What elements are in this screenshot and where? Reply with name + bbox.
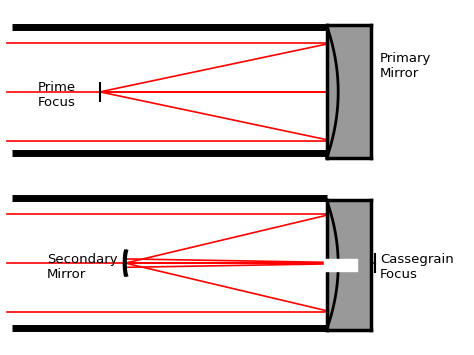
Text: Secondary
Mirror: Secondary Mirror [47, 253, 118, 280]
Text: Prime
Focus: Prime Focus [37, 81, 75, 109]
Text: Primary
Mirror: Primary Mirror [380, 52, 431, 80]
Text: Cassegrain
Focus: Cassegrain Focus [380, 253, 454, 280]
